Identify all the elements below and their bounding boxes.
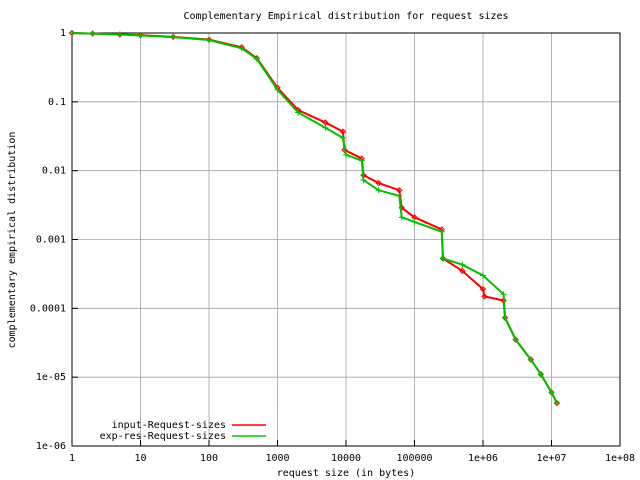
x-tick-label: 1000	[265, 453, 289, 464]
x-tick-label: 100000	[396, 453, 432, 464]
series-line	[71, 32, 558, 404]
point-marker	[253, 55, 260, 62]
point-marker	[479, 285, 487, 293]
point-marker	[339, 134, 346, 141]
point-marker	[274, 86, 281, 93]
point-marker	[459, 261, 466, 268]
point-marker	[500, 297, 507, 304]
point-marker	[339, 128, 347, 135]
x-axis-label: request size (in bytes)	[277, 468, 415, 479]
series-line	[71, 32, 558, 404]
point-marker	[438, 228, 445, 235]
x-tick-label: 100	[200, 453, 218, 464]
point-marker	[375, 187, 382, 194]
point-marker	[116, 31, 123, 38]
point-marker	[502, 314, 509, 321]
y-tick-label: 0.1	[48, 97, 66, 108]
y-tick-label: 1e-06	[36, 441, 66, 452]
point-marker	[358, 157, 365, 164]
point-marker	[375, 179, 382, 187]
plot-frame	[71, 32, 621, 447]
point-marker	[396, 192, 403, 199]
point-marker	[206, 37, 212, 44]
point-marker	[238, 45, 245, 52]
point-marker	[396, 187, 403, 194]
x-tick-label: 1e+08	[605, 453, 635, 464]
point-marker	[89, 30, 96, 37]
x-tick-label: 10000	[331, 453, 361, 464]
point-marker	[500, 291, 507, 298]
point-marker	[537, 371, 544, 378]
y-axis-label: complementary empirical distribution	[7, 132, 18, 349]
x-tick-label: 1e+06	[468, 453, 498, 464]
point-marker	[398, 214, 405, 221]
point-marker	[69, 30, 75, 36]
point-marker	[295, 109, 302, 116]
point-marker	[512, 336, 519, 343]
point-marker	[553, 400, 560, 407]
point-marker	[439, 255, 446, 262]
y-tick-label: 0.01	[42, 166, 66, 177]
y-tick-label: 0.001	[36, 235, 66, 246]
point-marker	[253, 55, 261, 62]
y-tick-label: 1	[60, 28, 66, 39]
point-marker	[411, 218, 418, 225]
x-tick-label: 1e+07	[536, 453, 566, 464]
legend-label: input-Request-sizes	[112, 420, 226, 431]
point-marker	[170, 34, 177, 41]
point-marker	[411, 214, 418, 221]
point-marker	[322, 124, 329, 131]
chart-title: Complementary Empirical distribution for…	[183, 11, 508, 22]
point-marker	[137, 32, 144, 39]
legend-label: exp-res-Request-sizes	[100, 431, 226, 442]
point-marker	[480, 272, 486, 279]
point-marker	[360, 177, 367, 184]
x-tick-label: 10	[134, 453, 146, 464]
point-marker	[322, 119, 329, 126]
point-marker	[481, 293, 488, 300]
point-marker	[341, 146, 348, 154]
y-tick-label: 0.0001	[30, 303, 66, 314]
point-marker	[548, 389, 555, 396]
point-marker	[459, 267, 466, 275]
point-marker	[527, 356, 534, 363]
x-tick-label: 1	[69, 453, 75, 464]
point-marker	[343, 151, 349, 158]
y-tick-label: 1e-05	[36, 372, 66, 383]
